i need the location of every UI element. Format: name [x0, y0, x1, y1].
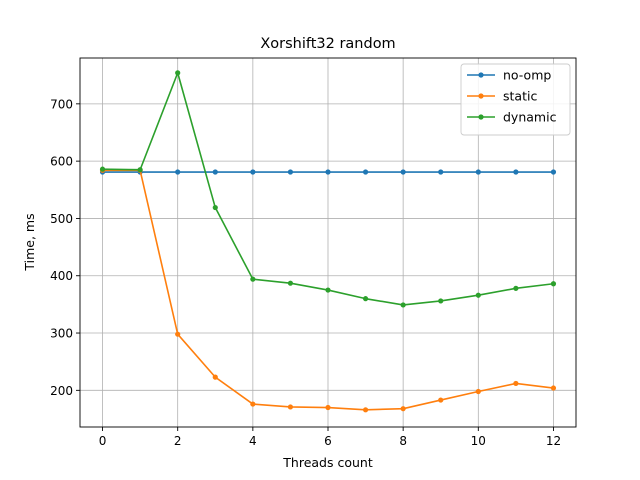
- data-point-dynamic: [250, 276, 256, 282]
- y-tick-label: 700: [50, 97, 73, 111]
- x-tick-label: 12: [546, 434, 561, 448]
- data-point-dynamic: [99, 166, 106, 172]
- data-point-dynamic: [137, 167, 143, 173]
- data-point-no-omp: [212, 169, 218, 175]
- data-point-static: [400, 406, 406, 412]
- y-tick-label: 400: [50, 269, 73, 283]
- legend-label-no-omp: no-omp: [503, 68, 551, 83]
- legend-marker-no-omp: [478, 72, 484, 78]
- data-point-static: [287, 404, 294, 410]
- series-static: [99, 167, 557, 413]
- legend-marker-static: [478, 93, 484, 99]
- data-point-dynamic: [400, 302, 406, 308]
- data-point-no-omp: [175, 169, 181, 175]
- data-point-no-omp: [513, 169, 519, 175]
- series-dynamic: [99, 70, 557, 308]
- data-point-static: [438, 397, 444, 403]
- data-point-dynamic: [287, 280, 294, 286]
- grid: [80, 58, 576, 427]
- data-point-no-omp: [438, 169, 444, 175]
- x-tick-label: 0: [99, 434, 107, 448]
- data-point-dynamic: [175, 70, 181, 76]
- data-point-dynamic: [438, 298, 444, 304]
- data-point-no-omp: [550, 169, 557, 175]
- data-point-no-omp: [400, 169, 406, 175]
- legend: no-omp static dynamic: [460, 63, 571, 136]
- legend-marker-dynamic: [478, 114, 484, 120]
- data-point-static: [362, 407, 369, 413]
- data-point-static: [513, 380, 519, 387]
- data-point-no-omp: [362, 169, 369, 175]
- x-axis-label: Threads count: [282, 455, 373, 470]
- legend-label-dynamic: dynamic: [503, 110, 557, 125]
- y-axis-label: Time, ms: [22, 213, 37, 271]
- x-tick-label: 8: [399, 434, 407, 448]
- series-layer: [99, 70, 557, 413]
- data-point-no-omp: [325, 169, 331, 175]
- data-point-static: [212, 374, 218, 380]
- legend-label-static: static: [503, 89, 537, 104]
- data-point-no-omp: [287, 169, 294, 175]
- data-point-static: [250, 401, 256, 407]
- data-point-static: [325, 404, 331, 411]
- y-tick-label: 500: [50, 212, 73, 226]
- data-point-dynamic: [212, 204, 218, 211]
- y-tick-label: 200: [50, 384, 73, 398]
- data-point-dynamic: [513, 285, 519, 291]
- data-point-no-omp: [475, 169, 481, 175]
- ticks: 0 2 4 6 8 10 12 200 300 400 500 600 700: [50, 97, 561, 448]
- y-tick-label: 300: [50, 327, 73, 341]
- x-tick-label: 2: [174, 434, 182, 448]
- data-point-dynamic: [325, 287, 331, 293]
- data-point-static: [175, 331, 181, 337]
- data-point-dynamic: [550, 281, 557, 287]
- x-tick-label: 6: [324, 434, 332, 448]
- y-tick-label: 600: [50, 155, 73, 169]
- data-point-no-omp: [250, 169, 256, 175]
- data-point-static: [475, 388, 481, 395]
- x-tick-label: 10: [471, 434, 486, 448]
- x-tick-label: 4: [249, 434, 257, 448]
- data-point-static: [550, 385, 557, 391]
- chart-title: Xorshift32 random: [260, 36, 395, 52]
- data-point-dynamic: [475, 292, 481, 298]
- data-point-dynamic: [362, 296, 369, 302]
